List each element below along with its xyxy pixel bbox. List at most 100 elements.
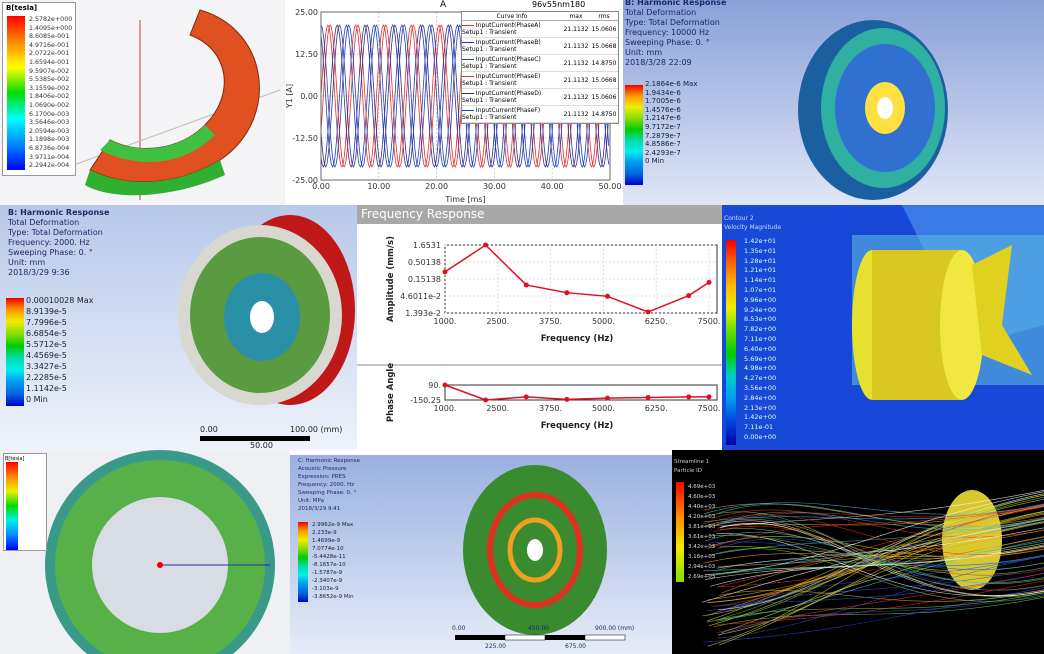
- legend-value: 6.1700e-003: [29, 111, 72, 120]
- streamline-panel: Streamline 1 Particle ID 4.69e+03 4.60e+03…: [672, 450, 1044, 654]
- legend-value: 1.8406e-002: [29, 93, 72, 102]
- curve-sub: Setup1 : Transient: [462, 29, 517, 36]
- x-tick: 20.00: [425, 182, 448, 191]
- curve-max: 21.1132: [562, 94, 590, 101]
- legend-value: 9.24e+00: [744, 306, 776, 316]
- x-axis-label: Time [ms]: [444, 195, 485, 204]
- curve-rms: 15.0606: [590, 94, 618, 101]
- legend-title: B[tesla]: [3, 3, 75, 14]
- legend-value: 2.1864e-6 Max: [645, 80, 697, 89]
- info-line: Type: Total Deformation: [8, 228, 109, 238]
- legend-value: 2.13e+00: [744, 404, 776, 414]
- legend-value: 2.2285e-5: [26, 372, 93, 383]
- legend-value: 2.69e+03: [688, 572, 715, 582]
- legend-value: 2.5782e+000: [29, 16, 72, 25]
- legend-value: 3.3427e-5: [26, 361, 93, 372]
- x-tick: 5000.: [592, 317, 615, 326]
- data-point: [564, 290, 569, 295]
- data-point: [646, 395, 651, 400]
- legend-value: 8.53e+00: [744, 315, 776, 325]
- info-line: 2018/3/28 22:09: [625, 58, 726, 68]
- legend-value: 6.6854e-5: [26, 328, 93, 339]
- y-tick: 1.6531: [413, 241, 441, 250]
- legend-value: 8.6085e-001: [29, 33, 72, 42]
- legend-value: -1.5787e-9: [312, 569, 354, 577]
- legend-value: 2.84e+00: [744, 394, 776, 404]
- legend-value: 3.16e+03: [688, 552, 715, 562]
- legend-value: 1.35e+01: [744, 247, 776, 257]
- chart-title: A: [440, 0, 446, 10]
- legend-value: 2.4293e-7: [645, 149, 697, 158]
- info-line: Velocity Magnitude: [724, 224, 781, 233]
- y-tick: 0.50138: [408, 258, 441, 267]
- info-line: Total Deformation: [625, 8, 726, 18]
- data-point: [605, 294, 610, 299]
- y-tick: -12.50: [292, 134, 318, 143]
- ring-panel: B[tesla]: [0, 450, 290, 654]
- curve-max: 21.1132: [562, 77, 590, 84]
- curve-sub: Setup1 : Transient: [462, 114, 517, 121]
- legend-value: 1.4095e+000: [29, 25, 72, 34]
- x-axis-label: Frequency (Hz): [541, 334, 614, 344]
- data-point: [707, 280, 712, 285]
- frequency-response-chart: 1000. 2500. 3750. 5000. 6250. 7500. 1.6531 0.50…: [357, 205, 722, 450]
- legend-value: 2.94e+03: [688, 562, 715, 572]
- legend-value: 1.4576e-6: [645, 106, 697, 115]
- info-line: Unit: mm: [8, 258, 109, 268]
- info-line: Streamline 1: [674, 458, 709, 467]
- y-tick: 12.50: [295, 50, 318, 59]
- x-tick: 2500.: [486, 317, 509, 326]
- info-line: Total Deformation: [8, 218, 109, 228]
- curve-rms: 15.0668: [590, 77, 618, 84]
- data-point: [443, 269, 448, 274]
- info-line: Acoustic Pressure: [298, 465, 360, 473]
- wheel-top-panel: B: Harmonic Response Total Deformation Typ…: [623, 0, 1044, 205]
- legend-value: 4.4569e-5: [26, 350, 93, 361]
- wheel-mid-panel: B: Harmonic Response Total Deformation Typ…: [0, 205, 357, 450]
- legend-value: 1.21e+01: [744, 266, 776, 276]
- x-tick: 2500.: [486, 404, 509, 413]
- legend-value: 0.00e+00: [744, 433, 776, 443]
- cfd-panel: Contour 2 Velocity Magnitude 1.42e+01 1.35…: [722, 205, 1044, 450]
- legend-value: 3.5646e-003: [29, 119, 72, 128]
- current-chart-panel: 25.00 12.50 0.00 -12.50 -25.00 0.00 10.00 20.00…: [285, 0, 623, 205]
- curve-max: 21.1132: [562, 111, 590, 118]
- legend-value: 0 Min: [26, 394, 93, 405]
- curve-name: InputCurrent(PhaseC): [476, 56, 541, 63]
- project-name: 96v55nm180: [532, 0, 585, 9]
- scale-end: 900.00 (mm): [595, 624, 634, 634]
- curve-name: InputCurrent(PhaseA): [476, 22, 541, 29]
- legend-value: 7.11e-01: [744, 423, 776, 433]
- legend-value: 5.5712e-5: [26, 339, 93, 350]
- info-line: B: Harmonic Response: [8, 208, 109, 218]
- data-point: [707, 394, 712, 399]
- curve-name: InputCurrent(PhaseD): [476, 90, 541, 97]
- legend-value: -3.103e-9: [312, 585, 354, 593]
- x-tick: 1000.: [434, 404, 457, 413]
- legend-value: 1.42e+01: [744, 237, 776, 247]
- data-point: [686, 394, 691, 399]
- curve-row: InputCurrent(PhaseE) Setup1 : Transient 21…: [462, 72, 618, 89]
- y-axis-label: Y1 [A]: [285, 84, 294, 109]
- legend-value: 7.2879e-7: [645, 132, 697, 141]
- info-line: C: Harmonic Response: [298, 457, 360, 465]
- legend-value: 7.7996e-5: [26, 317, 93, 328]
- curve-name: InputCurrent(PhaseB): [476, 39, 541, 46]
- legend-value: 0 Min: [645, 157, 697, 166]
- info-line: B: Harmonic Response: [625, 0, 726, 8]
- legend-value: 4.98e+00: [744, 364, 776, 374]
- data-point: [605, 396, 610, 401]
- curve-rms: 15.0606: [590, 26, 618, 33]
- legend-value: 9.7172e-7: [645, 123, 697, 132]
- legend-value: 5.69e+00: [744, 355, 776, 365]
- legend-value: 7.0774e-10: [312, 545, 354, 553]
- y-axis-label: Amplitude (mm/s): [386, 236, 396, 322]
- streamline: [707, 593, 1044, 622]
- info-line: 2018/3/29 9:36: [8, 268, 109, 278]
- legend-value: 3.81e+03: [688, 522, 715, 532]
- data-point: [443, 383, 448, 388]
- legend-value: 4.8586e-7: [645, 140, 697, 149]
- legend-value: -5.4428e-11: [312, 553, 354, 561]
- data-point: [483, 397, 488, 402]
- curve-rms: 15.0668: [590, 43, 618, 50]
